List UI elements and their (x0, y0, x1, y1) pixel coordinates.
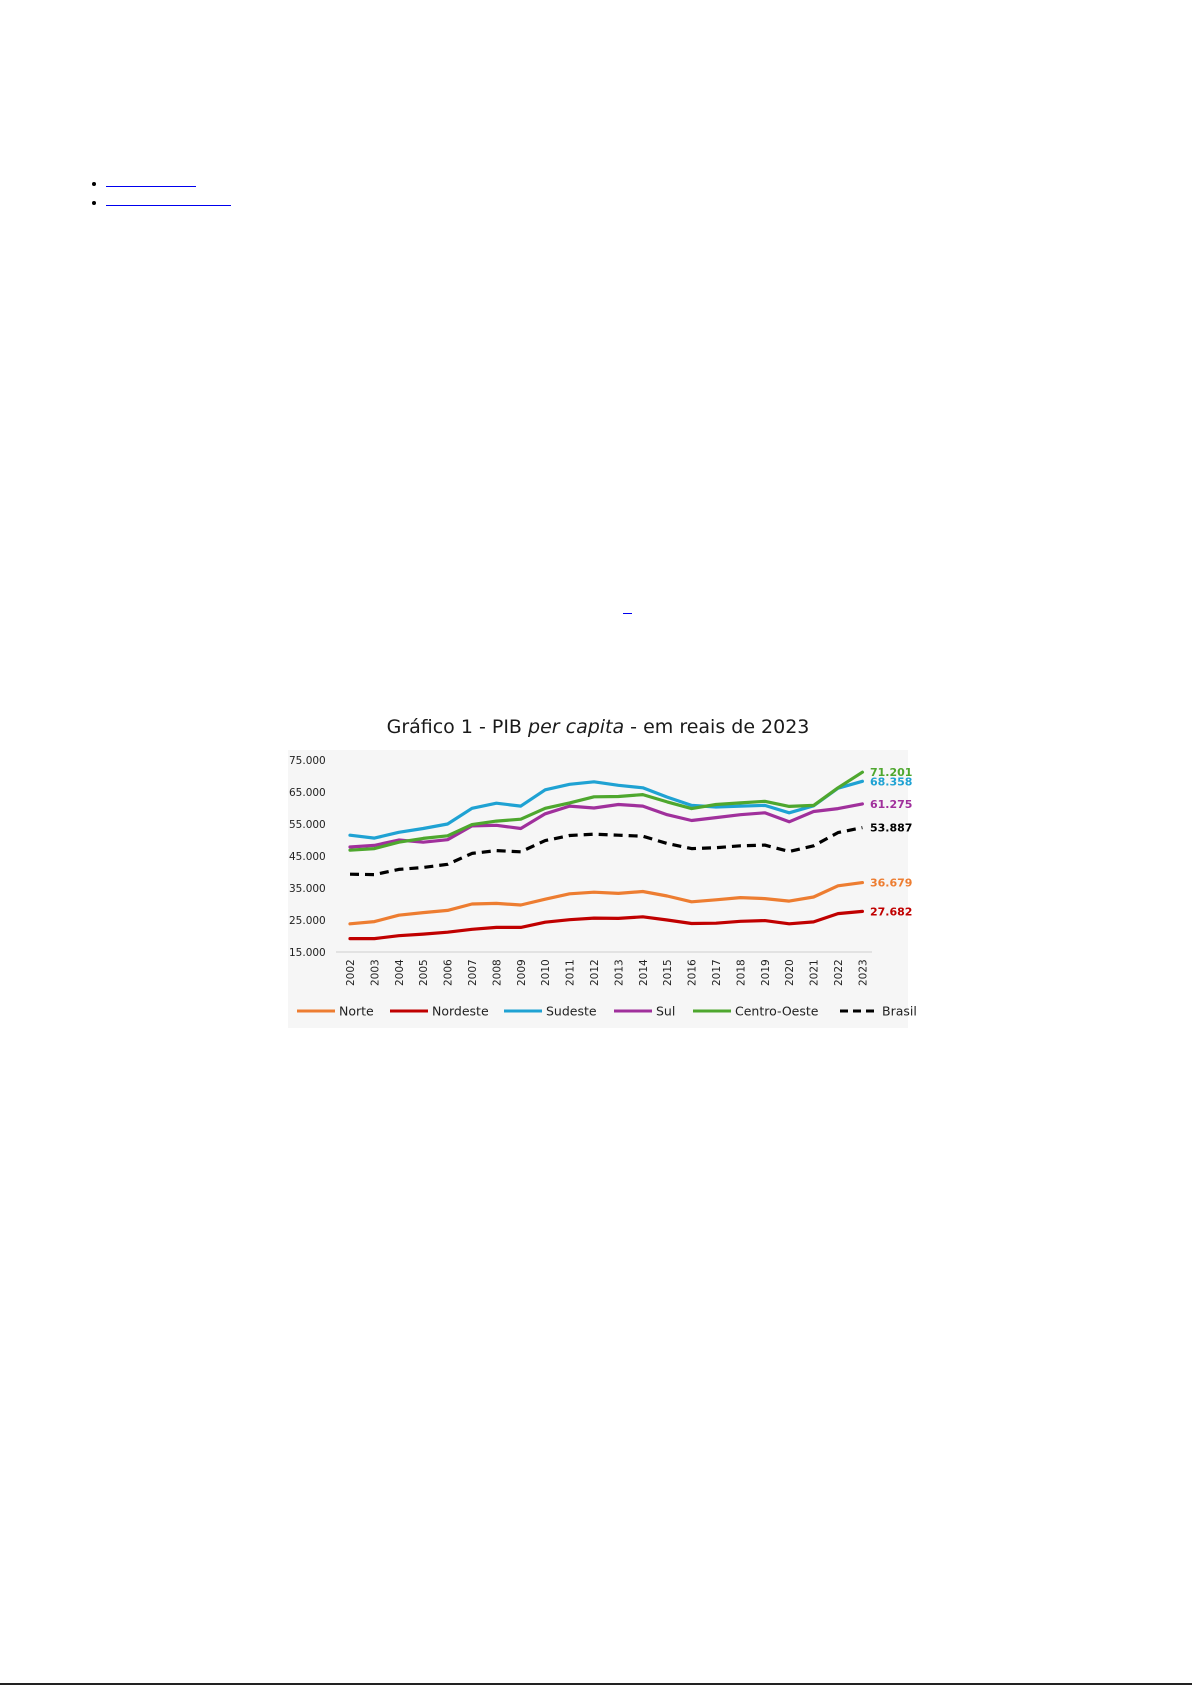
x-tick-label: 2015 (662, 959, 674, 986)
nav-link-1[interactable] (106, 174, 196, 187)
series-line-norte (348, 881, 865, 926)
data-label: 71.201 (870, 766, 912, 779)
series-line-sudeste (348, 779, 865, 840)
x-tick-label: 2014 (638, 959, 650, 986)
y-tick-label: 35.000 (289, 883, 326, 895)
chart-title-part: Gráfico 1 - PIB (387, 716, 528, 738)
y-tick-label: 65.000 (289, 787, 326, 799)
x-tick-label: 2002 (345, 959, 357, 986)
x-tick-label: 2023 (857, 959, 869, 986)
y-tick-label: 15.000 (289, 947, 326, 959)
x-tick-label: 2018 (735, 959, 747, 986)
chart-title: Gráfico 1 - PIB per capita - em reais de… (387, 716, 810, 738)
nav-link-2[interactable] (106, 193, 231, 206)
legend-label: Sudeste (546, 1004, 597, 1019)
series-line-centro-oeste (348, 770, 865, 852)
x-tick-label: 2021 (809, 959, 821, 986)
legend-label: Centro-Oeste (735, 1004, 819, 1019)
series-line-brasil (349, 826, 863, 877)
x-tick-label: 2004 (394, 959, 406, 986)
legend-label: Nordeste (432, 1004, 489, 1019)
x-tick-label: 2007 (467, 959, 479, 986)
data-label: 61.275 (870, 798, 912, 811)
x-tick-label: 2006 (443, 959, 455, 986)
x-tick-label: 2022 (833, 959, 845, 986)
x-tick-label: 2013 (613, 959, 625, 986)
footnote-reference-link[interactable] (623, 609, 632, 614)
x-tick-label: 2005 (418, 959, 430, 986)
x-tick-label: 2020 (784, 959, 796, 986)
x-tick-label: 2003 (369, 959, 381, 986)
link-list (88, 174, 231, 212)
list-item (106, 174, 231, 193)
y-tick-label: 25.000 (289, 915, 326, 927)
y-tick-label: 75.000 (289, 755, 326, 767)
chart-container: Gráfico 1 - PIB per capita - em reais de… (280, 708, 916, 1028)
x-tick-label: 2012 (589, 959, 601, 986)
page-bottom-border (0, 1683, 1192, 1685)
chart-title-part: per capita (527, 716, 624, 738)
x-tick-label: 2011 (565, 959, 577, 986)
legend-label: Brasil (882, 1004, 916, 1019)
line-chart: Gráfico 1 - PIB per capita - em reais de… (288, 716, 916, 1028)
list-item (106, 193, 231, 212)
x-tick-label: 2017 (711, 959, 723, 986)
series-line-nordeste (348, 909, 865, 941)
x-tick-label: 2009 (516, 959, 528, 986)
data-label: 36.679 (870, 877, 912, 890)
chart-title-part: - em reais de 2023 (624, 716, 809, 738)
x-tick-label: 2019 (760, 959, 772, 986)
legend-label: Norte (339, 1004, 374, 1019)
data-label: 53.887 (870, 822, 912, 835)
series-line-sul (348, 802, 865, 849)
y-tick-label: 55.000 (289, 819, 326, 831)
legend-label: Sul (656, 1004, 675, 1019)
y-tick-label: 45.000 (289, 851, 326, 863)
x-tick-label: 2008 (491, 959, 503, 986)
x-tick-label: 2010 (540, 959, 552, 986)
x-tick-label: 2016 (687, 959, 699, 986)
data-label: 68.358 (870, 775, 912, 788)
data-label: 27.682 (870, 905, 912, 918)
